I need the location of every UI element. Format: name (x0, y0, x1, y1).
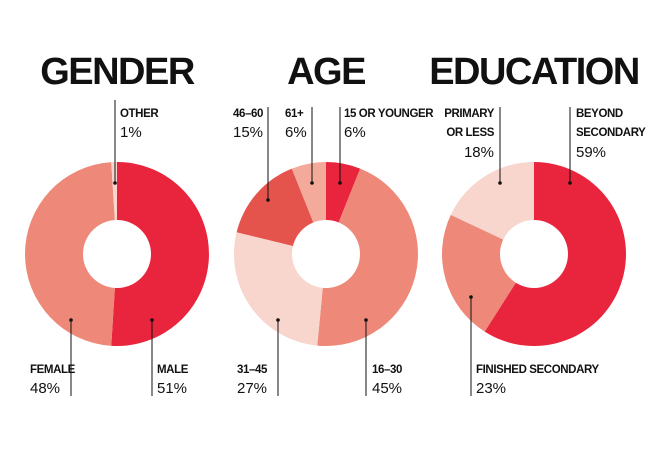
finished-leader-dot (469, 295, 473, 299)
beyond-leader-dot (568, 181, 572, 185)
female-label: FEMALE (30, 364, 76, 376)
age-donut-hole (292, 220, 360, 288)
age-chart: AGE 46–60 15% 61+ 6% 15 OR YOUNGER 6% 31… (233, 51, 435, 397)
primary-label-line-1: PRIMARY (444, 108, 495, 120)
education-chart-title: EDUCATION (429, 51, 639, 93)
gender-donut (24, 162, 209, 346)
male-label: MALE (157, 364, 189, 376)
female-leader-dot (69, 318, 73, 322)
primary-leader-dot (498, 181, 502, 185)
age-15-younger-percent: 6% (344, 124, 366, 141)
primary-label-line-2: OR LESS (446, 127, 494, 139)
age-31-45-label: 31–45 (237, 364, 268, 376)
gender-slice-male (111, 162, 209, 346)
age-15-younger-label: 15 OR YOUNGER (344, 108, 434, 120)
gender-chart-title: GENDER (40, 51, 195, 93)
education-donut-hole (500, 220, 568, 288)
female-percent: 48% (30, 380, 60, 397)
age-61-plus-label: 61+ (285, 108, 304, 120)
age-46-60-label: 46–60 (233, 108, 263, 120)
finished-percent: 23% (476, 380, 506, 397)
age-46-60-leader-dot (266, 198, 270, 202)
age-31-45-leader-dot (276, 318, 280, 322)
finished-label: FINISHED SECONDARY (476, 364, 599, 376)
education-chart: EDUCATION PRIMARY OR LESS 18% BEYOND SEC… (429, 51, 646, 397)
age-61-plus-leader-dot (310, 181, 314, 185)
age-46-60-percent: 15% (233, 124, 263, 141)
male-percent: 51% (157, 380, 187, 397)
age-donut (233, 162, 418, 346)
age-31-45-percent: 27% (237, 380, 267, 397)
age-15-younger-leader-dot (338, 181, 342, 185)
other-percent: 1% (120, 124, 142, 141)
beyond-percent: 59% (576, 144, 606, 161)
other-label: OTHER (120, 108, 159, 120)
age-16-30-percent: 45% (372, 380, 402, 397)
age-chart-title: AGE (287, 51, 365, 93)
age-16-30-leader-dot (364, 318, 368, 322)
beyond-label-line-1: BEYOND (576, 108, 623, 120)
primary-percent: 18% (464, 144, 494, 161)
age-slice-16-30 (317, 168, 418, 346)
age-16-30-label: 16–30 (372, 364, 402, 376)
age-61-plus-percent: 6% (285, 124, 307, 141)
education-donut (442, 162, 626, 346)
beyond-label-line-2: SECONDARY (576, 127, 646, 139)
gender-donut-hole (83, 220, 151, 288)
gender-chart: GENDER OTHER 1% FEMALE 48% MALE 51% (24, 51, 209, 397)
male-leader-dot (150, 318, 154, 322)
other-leader-dot (113, 181, 117, 185)
gender-slice-female (24, 162, 117, 346)
